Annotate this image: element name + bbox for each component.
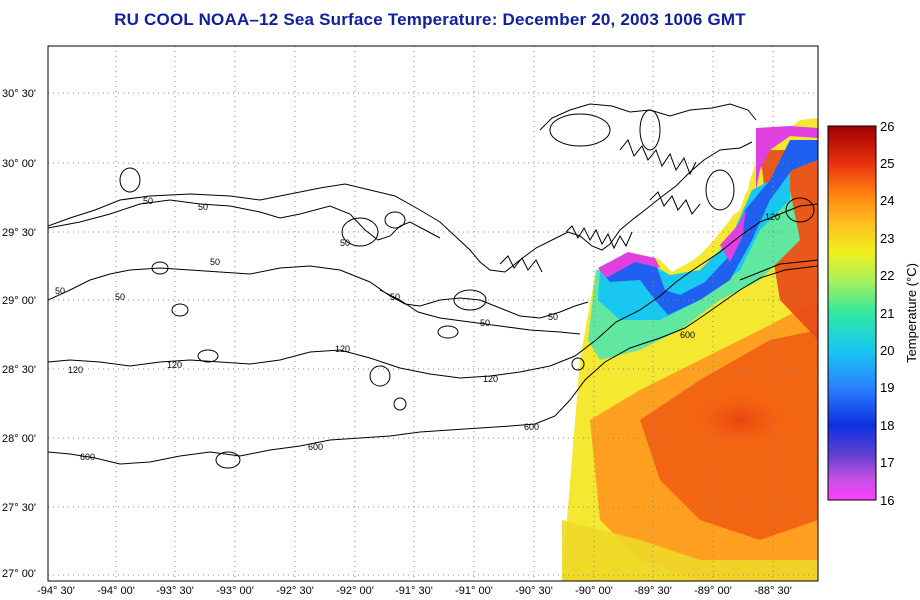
contour-label: 50 (55, 286, 65, 296)
x-tick-label: -93° 30' (156, 585, 194, 597)
colorbar-tick-label: 23 (880, 231, 894, 246)
contour-labels: 50 50 50 50 50 50 50 50 50 120 120 120 1… (55, 196, 780, 462)
land-mask (540, 100, 756, 272)
x-tick-label: -89° 30' (634, 585, 672, 597)
swath-warm-spot (670, 380, 810, 460)
x-tick-label: -93° 00' (216, 585, 254, 597)
contour-label: 120 (765, 212, 780, 222)
y-tick-label: 27° 00' (2, 568, 36, 580)
colorbar-tick-label: 21 (880, 306, 894, 321)
eddy-ring (785, 197, 815, 223)
x-axis: -94° 30' -94° 00' -93° 30' -93° 00' -92°… (37, 585, 792, 597)
swath-yellow-south (562, 520, 818, 581)
contour-label: 50 (210, 257, 220, 267)
colorbar-tick-label: 24 (880, 193, 894, 208)
x-tick-label: -91° 00' (455, 585, 493, 597)
isobath-50-mid (48, 265, 589, 319)
coastline (48, 141, 753, 273)
y-tick-label: 29° 30' (2, 227, 36, 239)
eddy-ring (393, 397, 407, 411)
x-tick-label: -90° 00' (575, 585, 613, 597)
y-tick-label: 27° 30' (2, 502, 36, 514)
eddy-ring (437, 325, 459, 339)
x-tick-label: -88° 30' (754, 585, 792, 597)
contour-label: 120 (483, 374, 498, 384)
x-tick-label: -94° 00' (97, 585, 135, 597)
y-tick-label: 28° 00' (2, 433, 36, 445)
eddy-ring (549, 113, 611, 147)
contour-label: 600 (524, 422, 539, 432)
isobath-50-inner (379, 289, 581, 335)
eddy-ring (571, 357, 585, 371)
y-tick-label: 30° 00' (2, 158, 36, 170)
delta-marsh-edge (499, 139, 701, 273)
x-tick-label: -92° 00' (336, 585, 374, 597)
swath-blue-coast (600, 140, 818, 315)
y-tick-label: 28° 30' (2, 364, 36, 376)
colorbar-tick-label: 20 (880, 343, 894, 358)
eddy-ring (453, 289, 487, 311)
contour-label: 50 (390, 292, 400, 302)
grid-lines (48, 46, 818, 581)
colorbar-tick-label: 25 (880, 156, 894, 171)
contour-label: 50 (340, 238, 350, 248)
contour-label: 600 (80, 452, 95, 462)
colorbar: 26 25 24 23 22 21 20 19 18 17 16 Tempera… (827, 119, 919, 508)
colorbar-tick-label: 19 (880, 380, 894, 395)
swath-magenta-coast (598, 126, 818, 278)
colorbar-tick-label: 17 (880, 455, 894, 470)
contour-label: 600 (308, 442, 323, 452)
isobath-50-west (48, 199, 441, 241)
isobath-120 (48, 203, 818, 379)
x-tick-label: -89° 00' (694, 585, 732, 597)
eddy-ring (171, 303, 189, 317)
sst-swath (562, 118, 818, 581)
contour-label: 120 (167, 360, 182, 370)
map-title: RU COOL NOAA–12 Sea Surface Temperature:… (114, 10, 746, 29)
eddy-ring (384, 211, 406, 229)
isobaths (48, 103, 818, 469)
eddy-ring (215, 451, 241, 469)
isobath-600 (48, 265, 818, 465)
isobath-shelf-east (739, 259, 818, 281)
eddy-ring (639, 109, 661, 151)
colorbar-label: Temperature (°C) (904, 263, 919, 363)
eddy-ring (369, 365, 391, 387)
contour-label: 120 (335, 344, 350, 354)
contour-label: 50 (548, 312, 558, 322)
colorbar-tick-label: 22 (880, 268, 894, 283)
colorbar-gradient (827, 125, 877, 501)
colorbar-tick-label: 26 (880, 119, 894, 134)
y-tick-label: 30° 30' (2, 88, 36, 100)
eddy-ring (197, 349, 219, 363)
colorbar-tick-label: 16 (880, 493, 894, 508)
eddy-ring (705, 169, 735, 211)
contour-label: 50 (115, 292, 125, 302)
contour-label: 50 (480, 318, 490, 328)
contour-label: 50 (198, 202, 208, 212)
eddy-ring (151, 261, 169, 275)
x-tick-label: -92° 30' (276, 585, 314, 597)
y-axis: 30° 30' 30° 00' 29° 30' 29° 00' 28° 30' … (2, 88, 36, 580)
contour-label: 120 (68, 365, 83, 375)
colorbar-tick-label: 18 (880, 418, 894, 433)
y-tick-label: 29° 00' (2, 295, 36, 307)
x-tick-label: -91° 30' (395, 585, 433, 597)
x-tick-label: -94° 30' (37, 585, 75, 597)
contour-label: 50 (143, 196, 153, 206)
contour-label: 600 (680, 330, 695, 340)
eddy-ring (341, 217, 379, 247)
eddy-ring (119, 167, 141, 193)
x-tick-label: -90° 30' (515, 585, 553, 597)
